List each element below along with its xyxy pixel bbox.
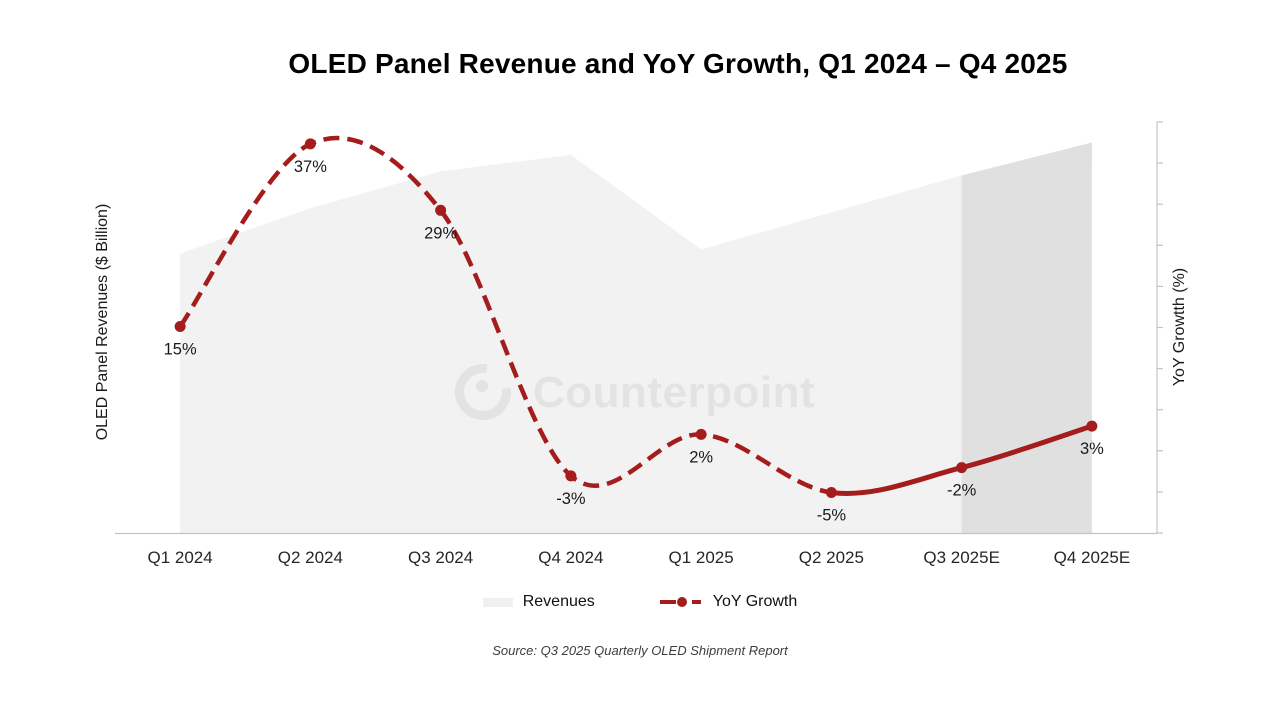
yoy-data-point <box>1086 420 1098 432</box>
yoy-data-point <box>825 487 837 498</box>
x-tick-label: Q4 2024 <box>538 548 603 567</box>
revenues-area <box>180 142 1092 534</box>
yoy-data-label: -3% <box>556 490 586 508</box>
left-axis-title: OLED Panel Revenues ($ Billion) <box>94 203 111 441</box>
yoy-data-label: -5% <box>817 507 847 525</box>
x-tick-label: Q4 2025E <box>1054 548 1131 567</box>
chart-title: OLED Panel Revenue and YoY Growth, Q1 20… <box>288 48 1068 79</box>
source-note: Source: Q3 2025 Quarterly OLED Shipment … <box>492 643 788 658</box>
yoy-data-label: 29% <box>424 224 457 242</box>
yoy-data-label: 15% <box>164 341 197 359</box>
watermark-dot-icon <box>476 380 488 392</box>
yoy-data-point <box>695 428 707 440</box>
yoy-data-point <box>174 321 186 332</box>
watermark-text: Counterpoint <box>533 368 815 417</box>
x-tick-label: Q1 2025 <box>669 548 734 567</box>
x-tick-label: Q2 2025 <box>799 548 864 567</box>
yoy-data-point <box>956 462 968 474</box>
yoy-data-label: 2% <box>689 448 713 466</box>
x-tick-label: Q2 2024 <box>278 548 343 567</box>
x-tick-label: Q3 2025E <box>923 548 1000 567</box>
right-axis-title: YoY Growtth (%) <box>1171 267 1188 387</box>
legend-item-yoy: YoY Growth <box>659 593 798 611</box>
legend: Revenues YoY Growth <box>116 589 1164 615</box>
yoy-data-label: -2% <box>947 482 977 500</box>
yoy-data-point <box>304 138 316 150</box>
yoy-data-point <box>435 204 447 216</box>
yoy-data-label: 3% <box>1080 440 1104 458</box>
yoy-data-label: 37% <box>294 158 327 176</box>
watermark-ring-icon <box>455 364 511 420</box>
legend-revenues-label: Revenues <box>522 593 595 610</box>
revenues-swatch-icon <box>482 597 513 607</box>
legend-yoy-label: YoY Growth <box>712 593 798 610</box>
yoy-line-glyph-icon <box>659 597 701 607</box>
yoy-data-point <box>565 470 577 482</box>
legend-item-revenues: Revenues <box>482 593 595 611</box>
x-tick-label: Q1 2024 <box>148 548 213 567</box>
x-tick-label: Q3 2024 <box>408 548 473 567</box>
revenues-forecast-area <box>961 142 1092 534</box>
